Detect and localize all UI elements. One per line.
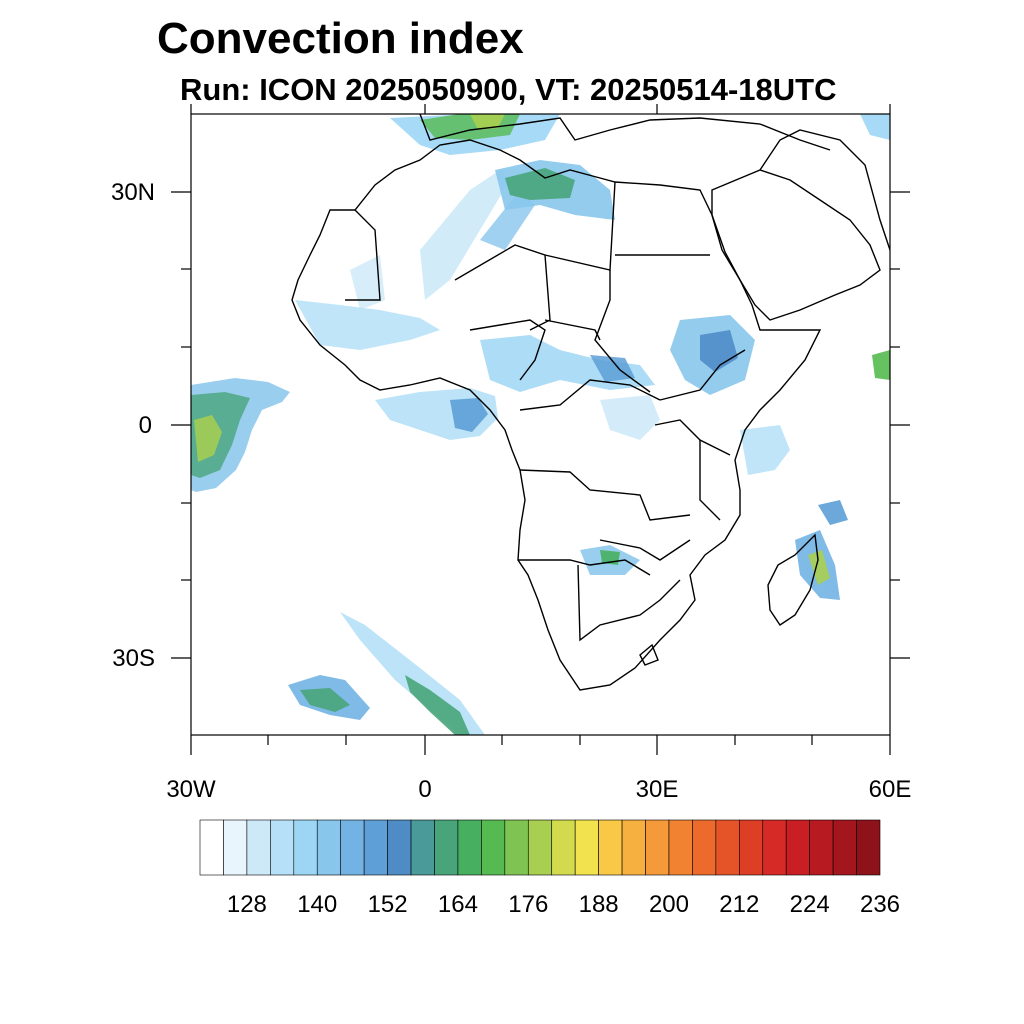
colorbar-swatch xyxy=(340,819,365,876)
shade-mediterranean-peak xyxy=(470,114,505,130)
lat-label-0: 0 xyxy=(139,412,152,439)
shade-sahara-streak-3 xyxy=(350,255,385,310)
convection-shading xyxy=(191,114,890,735)
border-8 xyxy=(519,379,661,411)
shade-guinea-core xyxy=(450,398,488,432)
colorbar-swatch xyxy=(715,819,740,876)
colorbar xyxy=(199,819,881,876)
shade-ethiopia-core xyxy=(700,330,738,372)
colorbar-swatch xyxy=(809,819,834,876)
border-1 xyxy=(345,209,381,301)
border-12 xyxy=(518,559,651,576)
mediterranean-europe xyxy=(419,114,831,151)
border-4 xyxy=(594,270,651,393)
colorbar-swatch xyxy=(410,819,435,876)
border-15 xyxy=(699,440,721,521)
shade-arabia-east xyxy=(872,350,890,380)
lon-label-0: 0 xyxy=(418,776,431,803)
border-10 xyxy=(654,419,731,456)
colorbar-label: 176 xyxy=(508,891,548,918)
border-13 xyxy=(577,564,681,642)
colorbar-swatch xyxy=(551,819,576,876)
colorbar-swatch xyxy=(363,819,388,876)
colorbar-label: 200 xyxy=(649,891,689,918)
border-11 xyxy=(519,469,691,521)
shade-central-africa xyxy=(600,395,660,440)
shade-sahel-central xyxy=(480,335,655,392)
colorbar-swatch xyxy=(387,819,412,876)
colorbar-label: 152 xyxy=(368,891,408,918)
shade-libya-core xyxy=(505,168,575,200)
colorbar-swatch xyxy=(246,819,271,876)
colorbar-swatch xyxy=(739,819,764,876)
colorbar-swatch xyxy=(293,819,318,876)
colorbar-swatch xyxy=(832,819,857,876)
shade-sahara-streak-1 xyxy=(420,170,510,300)
colorbar-label: 224 xyxy=(790,891,830,918)
shade-atlantic-west-peak xyxy=(194,415,222,462)
lat-label-30n: 30N xyxy=(111,179,155,206)
border-9 xyxy=(659,349,746,401)
colorbar-swatch xyxy=(692,819,717,876)
colorbar-label: 140 xyxy=(297,891,337,918)
shade-sahel-west xyxy=(295,300,440,350)
colorbar-swatch xyxy=(621,819,646,876)
shade-madagascar-core xyxy=(808,550,830,585)
colorbar-swatch xyxy=(223,819,248,876)
lon-label-60e: 60E xyxy=(869,776,912,803)
arabia xyxy=(711,169,881,321)
colorbar-swatch xyxy=(762,819,787,876)
colorbar-swatch xyxy=(434,819,459,876)
border-16 xyxy=(639,643,659,666)
lon-label-30e: 30E xyxy=(636,776,679,803)
border-14 xyxy=(599,539,691,561)
colorbar-swatch xyxy=(481,819,506,876)
colorbar-labels: 128 140 152 164 176 188 200 212 224 236 xyxy=(227,891,900,918)
colorbar-swatch xyxy=(316,819,341,876)
colorbar-label: 236 xyxy=(860,891,900,918)
madagascar xyxy=(767,533,819,626)
colorbar-swatch xyxy=(270,819,295,876)
shade-east-africa xyxy=(740,425,790,475)
colorbar-swatch xyxy=(457,819,482,876)
coastlines-and-borders xyxy=(291,114,890,691)
shade-madagascar-ne xyxy=(818,500,848,525)
colorbar-swatch xyxy=(856,819,881,876)
colorbar-label: 188 xyxy=(579,891,619,918)
colorbar-swatch xyxy=(574,819,599,876)
colorbar-swatch xyxy=(645,819,670,876)
colorbar-swatch xyxy=(199,819,224,876)
shade-arabia-north xyxy=(860,114,890,140)
shade-south-band-1-core xyxy=(405,675,470,735)
colorbar-swatch xyxy=(668,819,693,876)
border-17 xyxy=(759,129,890,251)
colorbar-label: 128 xyxy=(227,891,267,918)
colorbar-label: 212 xyxy=(719,891,759,918)
colorbar-swatch xyxy=(785,819,810,876)
shade-sahel-central-core xyxy=(590,355,635,382)
border-6 xyxy=(544,319,601,341)
map-title: Convection index xyxy=(157,14,524,63)
tick-marks xyxy=(171,104,910,755)
colorbar-swatch xyxy=(527,819,553,876)
colorbar-swatch xyxy=(504,819,529,876)
shade-south-band-2-core xyxy=(300,688,350,712)
border-2 xyxy=(454,244,551,331)
lat-label-30s: 30S xyxy=(112,645,155,672)
plot-frame xyxy=(190,113,891,736)
africa-coastline xyxy=(291,139,822,691)
border-7 xyxy=(469,319,546,381)
colorbar-swatch xyxy=(598,819,623,876)
map-subtitle: Run: ICON 2025050900, VT: 20250514-18UTC xyxy=(180,72,837,107)
colorbar-label: 164 xyxy=(438,891,478,918)
lon-label-30w: 30W xyxy=(166,776,216,803)
